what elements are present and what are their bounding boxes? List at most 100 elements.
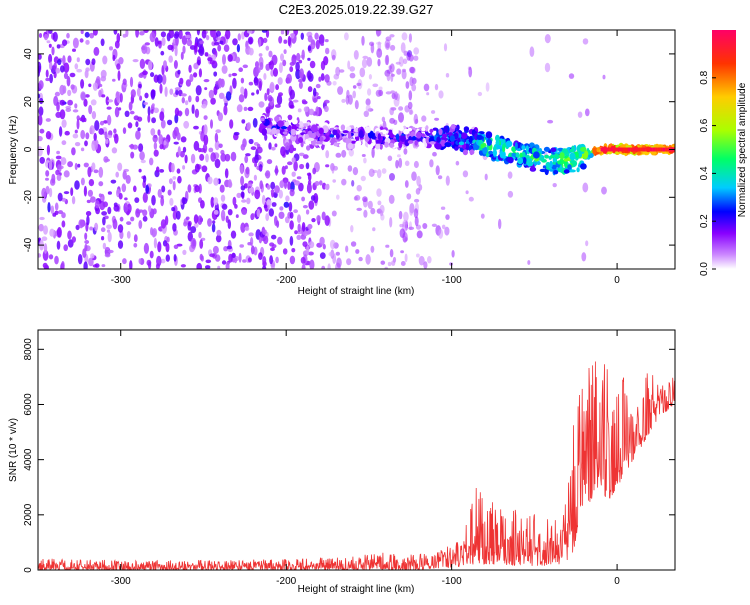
heatmap-cell: [310, 124, 318, 133]
heatmap-cell: [113, 128, 117, 134]
heatmap-cell: [150, 89, 156, 100]
heatmap-cell: [214, 158, 221, 169]
heatmap-cell: [276, 94, 283, 105]
heatmap-cell: [406, 193, 412, 200]
heatmap-cell: [332, 253, 337, 264]
heatmap-cell: [51, 46, 55, 56]
heatmap-cell: [318, 127, 324, 135]
heatmap-cell: [412, 136, 417, 141]
heatmap-cell: [347, 142, 354, 150]
heatmap-cell: [38, 146, 43, 157]
heatmap-cell: [136, 87, 141, 97]
heatmap-cell: [298, 59, 303, 64]
heatmap-cell: [187, 221, 191, 231]
heatmap-cell: [362, 196, 368, 203]
heatmap-cell: [568, 169, 576, 173]
heatmap-cell: [569, 148, 573, 153]
heatmap-cell: [320, 73, 325, 81]
heatmap-cell: [421, 115, 427, 122]
heatmap-cell: [142, 70, 148, 76]
heatmap-cell: [221, 65, 228, 74]
heatmap-cell: [215, 37, 222, 41]
heatmap-cell: [67, 161, 73, 168]
heatmap-cell: [404, 253, 408, 263]
heatmap-cell: [253, 174, 257, 181]
heatmap-cell: [230, 230, 237, 239]
heatmap-cell: [74, 162, 78, 171]
heatmap-cell: [283, 179, 288, 190]
heatmap-cell: [94, 120, 100, 131]
heatmap-cell: [199, 153, 205, 161]
heatmap-cell: [243, 88, 248, 99]
heatmap-cell: [335, 251, 340, 256]
heatmap-cell: [366, 57, 373, 67]
heatmap-cell: [501, 139, 506, 144]
heatmap-cell: [443, 43, 448, 52]
heatmap-cell: [408, 226, 415, 230]
y-tick-label: 6000: [23, 393, 34, 416]
heatmap-cell: [622, 147, 626, 152]
heatmap-cell: [331, 164, 335, 174]
heatmap-cell: [185, 79, 191, 87]
heatmap-cell: [236, 192, 242, 199]
heatmap-cell: [426, 92, 430, 96]
heatmap-cell: [287, 114, 293, 121]
heatmap-cell: [218, 143, 223, 149]
heatmap-cell: [91, 162, 96, 171]
heatmap-cell: [38, 80, 44, 90]
heatmap-cell: [201, 104, 207, 109]
heatmap-cell: [371, 147, 375, 159]
heatmap-cell: [245, 153, 251, 157]
heatmap-cell: [287, 124, 292, 132]
heatmap-cell: [220, 153, 227, 162]
heatmap-cell: [314, 181, 320, 186]
heatmap-cell: [66, 75, 71, 87]
heatmap-cell: [247, 36, 254, 45]
heatmap-cell: [212, 245, 219, 254]
heatmap-cell: [153, 142, 158, 150]
heatmap-cell: [235, 56, 241, 63]
heatmap-cell: [183, 120, 190, 129]
heatmap-cell: [248, 47, 254, 56]
heatmap-cell: [437, 175, 443, 180]
heatmap-cell: [119, 216, 124, 222]
heatmap-cell: [613, 147, 616, 152]
heatmap-cell: [384, 141, 389, 148]
heatmap-cell: [126, 203, 132, 213]
colorbar: 0.0 0.2 0.4 0.6 0.8 Normalized spectral ampl…: [699, 30, 748, 276]
heatmap-cell: [283, 49, 287, 54]
heatmap-cell: [129, 110, 135, 115]
heatmap-cell: [274, 143, 278, 148]
heatmap-cell: [385, 244, 390, 248]
heatmap-cell: [241, 209, 247, 216]
heatmap-cell: [201, 165, 208, 173]
heatmap-cell: [642, 147, 646, 152]
heatmap-cell: [38, 114, 43, 126]
heatmap-cell: [138, 143, 144, 153]
heatmap-cell: [177, 175, 182, 184]
heatmap-cell: [228, 73, 232, 78]
heatmap-cell: [210, 119, 213, 129]
heatmap-cell: [91, 58, 96, 66]
heatmap-cell: [404, 180, 409, 188]
heatmap-cell: [72, 48, 76, 52]
heatmap-cell: [398, 141, 403, 149]
heatmap-cell: [365, 98, 371, 106]
heatmap-cell: [209, 253, 216, 258]
heatmap-cell: [83, 98, 88, 107]
heatmap-cell: [101, 94, 106, 98]
heatmap-cell: [655, 147, 658, 152]
heatmap-cell: [289, 220, 294, 230]
y-tick-label: 0: [23, 567, 34, 573]
heatmap-cell: [117, 240, 124, 249]
heatmap-cell: [157, 241, 162, 253]
snr-panel: -300 -200 -100 0 0 2000 4000 6000 8000 Height o…: [8, 329, 676, 595]
heatmap-cell: [109, 46, 113, 51]
heatmap-cell: [45, 177, 49, 181]
heatmap-cell: [38, 135, 43, 142]
heatmap-cell: [100, 227, 106, 233]
heatmap-cell: [197, 59, 201, 66]
heatmap-cell: [495, 140, 500, 146]
heatmap-cell: [42, 249, 49, 261]
heatmap-cell: [325, 150, 330, 159]
